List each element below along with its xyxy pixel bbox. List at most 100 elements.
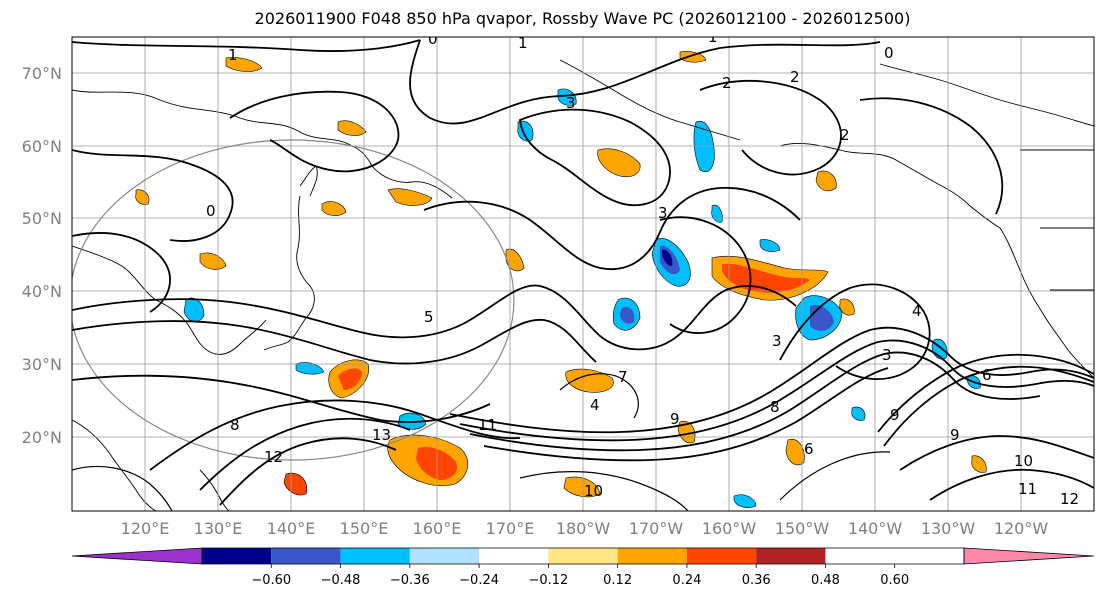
negative-anomaly-patch bbox=[183, 297, 205, 323]
colorbar-cell bbox=[479, 548, 549, 564]
contour-line bbox=[469, 351, 1041, 452]
contour-label: 6 bbox=[982, 366, 992, 384]
contour-line bbox=[779, 451, 891, 501]
contour-label: 3 bbox=[566, 94, 576, 112]
colorbar-tick-label: 0.24 bbox=[672, 573, 701, 588]
coastline bbox=[879, 63, 1094, 127]
negative-anomaly-patch bbox=[620, 306, 635, 324]
colorbar-tick-label: 0.48 bbox=[811, 573, 840, 588]
colorbar-tick-label: 0.12 bbox=[603, 573, 632, 588]
contour-labels: 1 0 1 1 0 2 2 0 3 3 2 3 3 4 5 7 9 11 13 … bbox=[206, 28, 1079, 508]
colorbar-tick-label: −0.36 bbox=[390, 573, 430, 588]
coastline bbox=[1020, 149, 1094, 291]
contour-line bbox=[699, 79, 842, 176]
latitude-labels: 70°N 60°N 50°N 40°N 30°N 20°N bbox=[22, 64, 62, 447]
negative-anomaly-patch bbox=[295, 362, 325, 375]
contour-line bbox=[483, 367, 889, 462]
contour-label: 12 bbox=[1060, 490, 1079, 508]
positive-anomaly-patch bbox=[338, 368, 362, 390]
positive-anomaly-patch bbox=[387, 188, 433, 206]
contour-line bbox=[149, 399, 521, 471]
coastline bbox=[263, 195, 315, 351]
colorbar-cell bbox=[340, 548, 410, 564]
positive-anomaly-patch bbox=[785, 438, 805, 466]
contour-label: 3 bbox=[658, 204, 668, 222]
colorbar-cell bbox=[202, 548, 272, 564]
coastline bbox=[779, 143, 1001, 229]
positive-anomaly-patch bbox=[416, 446, 458, 480]
contour-label: 2 bbox=[840, 126, 850, 144]
coastline bbox=[72, 89, 453, 199]
anomaly-patches bbox=[135, 51, 987, 508]
longitude-label: 150°E bbox=[340, 519, 389, 538]
contour-line bbox=[929, 468, 1094, 501]
colorbar-labels: −0.60 −0.48 −0.36 −0.24 −0.12 0.12 0.24 0.36 0.4… bbox=[251, 573, 909, 588]
colorbar-extension-low bbox=[71, 547, 203, 565]
contour-line bbox=[199, 417, 411, 491]
contour-label: 10 bbox=[584, 482, 603, 500]
contour-label: 3 bbox=[882, 346, 892, 364]
contour-label: 13 bbox=[372, 426, 391, 444]
contour-label: 8 bbox=[230, 416, 240, 434]
contour-line bbox=[72, 319, 597, 365]
contour-line bbox=[423, 186, 801, 270]
latitude-label: 40°N bbox=[22, 282, 62, 301]
contour-label: 5 bbox=[424, 308, 434, 326]
colorbar-cells bbox=[71, 547, 1095, 565]
contour-label: 11 bbox=[1018, 480, 1037, 498]
negative-anomaly-patch bbox=[662, 249, 673, 266]
contour-line bbox=[899, 435, 1094, 471]
contour-label: 2 bbox=[790, 68, 800, 86]
positive-anomaly-patch bbox=[337, 120, 367, 136]
latitude-label: 70°N bbox=[22, 64, 62, 83]
longitude-label: 180°W bbox=[556, 519, 611, 538]
contour-line bbox=[859, 97, 1004, 215]
longitude-label: 170°W bbox=[629, 519, 684, 538]
coastline bbox=[999, 227, 1094, 379]
longitude-labels: 120°E 130°E 140°E 150°E 160°E 170°E 180°… bbox=[121, 519, 1049, 538]
positive-anomaly-patch bbox=[565, 368, 614, 393]
longitude-label: 140°E bbox=[267, 519, 316, 538]
colorbar-cell bbox=[686, 548, 757, 564]
colorbar-cell bbox=[756, 548, 826, 564]
colorbar-cell bbox=[617, 548, 687, 564]
contour-line bbox=[72, 284, 797, 351]
positive-anomaly-patch bbox=[283, 472, 308, 496]
latitude-label: 50°N bbox=[22, 209, 62, 228]
longitude-label: 160°E bbox=[413, 519, 462, 538]
contour-line bbox=[229, 90, 400, 173]
contour-label: 1 bbox=[708, 28, 718, 46]
positive-anomaly-patch bbox=[677, 420, 696, 444]
positive-anomaly-patch bbox=[597, 148, 641, 177]
positive-anomaly-patch bbox=[225, 57, 263, 72]
colorbar-extension-high bbox=[963, 547, 1095, 565]
longitude-label: 120°E bbox=[121, 519, 170, 538]
coastline bbox=[72, 419, 157, 511]
contour-line bbox=[877, 353, 1094, 433]
positive-anomaly-patch bbox=[321, 201, 347, 216]
contour-line bbox=[559, 373, 639, 419]
contour-line bbox=[519, 471, 689, 511]
contour-label: 9 bbox=[950, 426, 960, 444]
contour-label: 2 bbox=[722, 74, 732, 92]
contour-line bbox=[779, 283, 931, 380]
contour-line bbox=[449, 326, 1094, 434]
longitude-label: 150°W bbox=[775, 519, 830, 538]
negative-anomaly-patch bbox=[851, 406, 866, 421]
contour-label: 9 bbox=[670, 410, 680, 428]
colorbar-tick-label: −0.24 bbox=[459, 573, 499, 588]
colorbar-cell bbox=[409, 548, 480, 564]
positive-anomaly-patch bbox=[679, 51, 707, 63]
range-circle bbox=[72, 139, 515, 461]
longitude-label: 130°E bbox=[194, 519, 243, 538]
contour-line bbox=[72, 232, 171, 313]
colorbar-tick-label: 0.60 bbox=[880, 573, 909, 588]
longitude-label: 140°W bbox=[848, 519, 903, 538]
latitude-label: 20°N bbox=[22, 428, 62, 447]
colorbar-cell bbox=[548, 548, 618, 564]
longitude-label: 120°W bbox=[994, 519, 1049, 538]
contour-line bbox=[883, 365, 1094, 447]
longitude-label: 130°W bbox=[921, 519, 976, 538]
contour-label: 3 bbox=[772, 332, 782, 350]
contour-label: 11 bbox=[478, 416, 497, 434]
